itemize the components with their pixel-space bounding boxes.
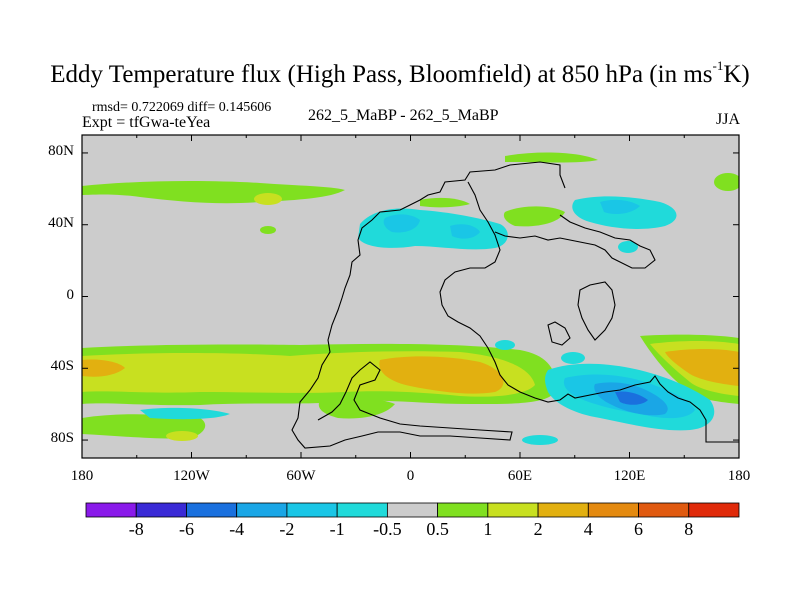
colorbar-swatch [386,502,439,518]
sh-green-lower-mid [318,397,395,419]
colorbar-swatch [537,502,589,518]
coastlines [291,161,739,449]
sh-cyan-spot-a [561,352,585,364]
sh-darkest-core [615,391,648,405]
coast-africa-europe [439,181,739,443]
coast-americas [291,161,566,449]
x-tick-label: 60W [286,468,316,484]
colorbar-swatch [286,502,338,518]
nh-green-arc-top [505,152,598,163]
colorbar-swatch [688,502,740,518]
colorbar-swatch [85,502,137,518]
axis-ticks [81,135,740,458]
coast-islands [547,321,571,346]
nh-green-spot-small [260,226,276,234]
x-tick-label: 180 [727,468,751,484]
colorbar-swatch [638,502,690,518]
nh-blue-atlantic-core [383,214,420,233]
colorbar-swatch [186,502,238,518]
x-tick-label: 120E [613,468,646,484]
y-tick-label: 80N [48,142,74,159]
sh-cyan-south-west [140,407,230,420]
colorbar-label: 4 [583,519,593,539]
y-tick-label: 40N [48,214,74,231]
colorbar-swatch [135,502,187,518]
coast-asia [494,214,656,269]
sh-orange-patch-center [379,356,504,394]
case-label: 262_5_MaBP - 262_5_MaBP [308,107,499,124]
nh-blue-africa-core [450,224,480,239]
x-tick-label: 180 [70,468,94,484]
figure-title: Eddy Temperature flux (High Pass, Bloomf… [50,58,750,88]
colorbar-label: 0.5 [426,519,449,539]
colorbar-label: -0.5 [373,519,402,539]
sh-cyan-spot-b [495,340,515,350]
stats-text: rmsd= 0.722069 diff= 0.145606 [92,100,272,115]
colorbar-swatch [437,502,489,518]
colorbar-swatch [336,502,388,518]
colorbar-label: -4 [229,519,245,539]
x-tick-label: 120W [173,468,210,484]
colorbar-label: -1 [329,519,345,539]
colorbar-label: 6 [634,519,644,539]
colorbar-label: -2 [279,519,295,539]
y-tick-label: 80S [50,430,74,447]
season-label: JJA [716,111,741,128]
nh-blue-pacific-core [600,199,640,214]
colorbar-swatch [587,502,639,518]
colorbar [85,502,740,518]
y-tick-label: 40S [50,358,74,375]
sh-cyan-spot-c [522,435,558,445]
coast-india-seasia [577,281,616,341]
sh-orange-patch-west [82,359,125,377]
x-tick-label: 60E [507,468,533,484]
nh-green-east [714,173,739,191]
colorbar-label: 1 [483,519,493,539]
sh-orange-east [665,349,739,386]
colorbar-swatch [487,502,539,518]
nh-green-north-atlantic [420,197,470,208]
nh-yellow-spot [254,193,282,205]
colorbar-label: 8 [684,519,694,539]
colorbar-label: -6 [178,519,194,539]
x-tick-label: 0 [406,468,415,484]
experiment-label: Expt = tfGwa-teYea [82,114,211,131]
nh-cyan-spot-east [618,241,638,253]
colorbar-swatch [236,502,288,518]
colorbar-label: -8 [128,519,144,539]
sh-yellow-lower [166,431,198,441]
y-tick-label: 0 [66,286,75,303]
colorbar-label: 2 [533,519,543,539]
nh-green-east-asia [503,206,565,227]
